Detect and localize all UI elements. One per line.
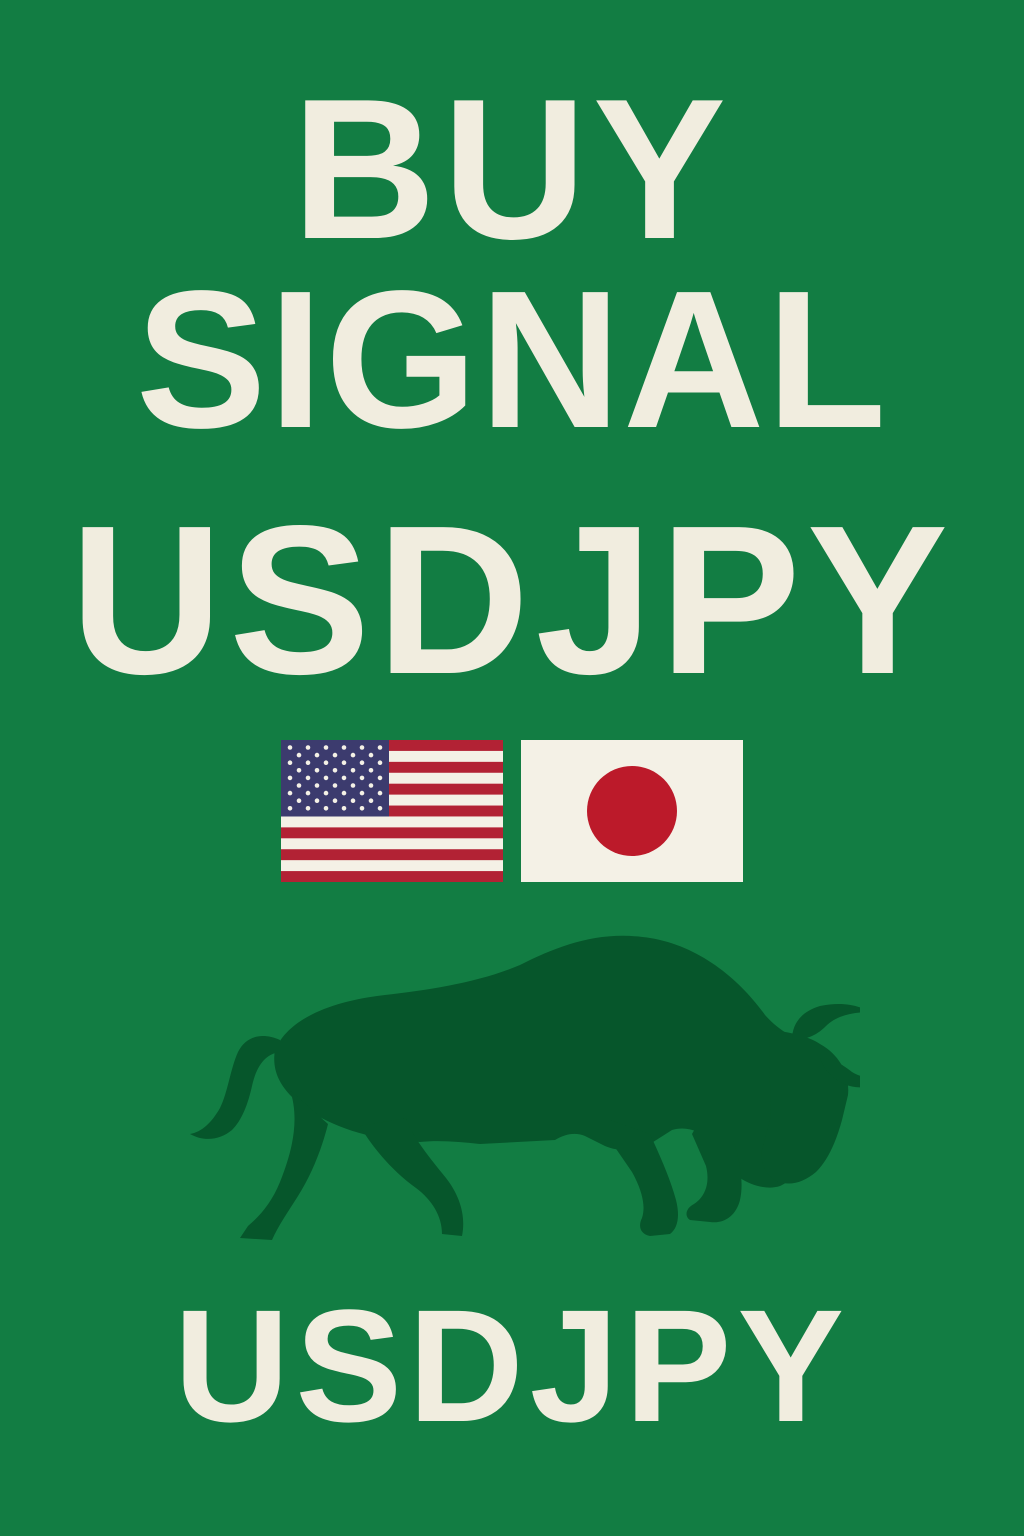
us-flag-star <box>377 790 383 796</box>
us-flag-stripe <box>281 805 503 817</box>
us-flag-star <box>323 775 329 781</box>
us-flag-star <box>296 798 302 803</box>
us-flag-star <box>305 760 311 765</box>
us-flag-star <box>368 752 374 758</box>
us-flag-stripe <box>281 871 503 882</box>
us-flag-star <box>350 798 356 803</box>
us-flag-star <box>323 806 329 811</box>
us-flag-star <box>332 752 338 758</box>
us-flag-star <box>296 783 302 788</box>
us-flag-stripe <box>281 783 503 795</box>
us-flag-star <box>314 752 320 758</box>
us-flag-star <box>377 806 383 811</box>
us-flag-star <box>323 760 329 765</box>
us-flag-star <box>323 745 329 750</box>
us-flag-star <box>377 775 383 781</box>
us-flag-star <box>377 760 383 765</box>
headline-buy: BUY <box>291 58 733 281</box>
us-flag-stripe <box>281 740 503 751</box>
us-flag-star <box>287 790 293 796</box>
us-flag-star <box>368 783 374 788</box>
us-flag-stripe <box>281 761 503 773</box>
us-flag-star <box>296 768 302 773</box>
footer-currency-pair: USDJPY <box>173 1276 851 1455</box>
us-flag-star <box>287 806 293 811</box>
us-flag-star <box>368 798 374 803</box>
us-flag-star <box>350 752 356 758</box>
us-flag-star <box>359 806 365 811</box>
us-flag-star <box>296 752 302 758</box>
us-flag-star <box>305 775 311 781</box>
us-flag-star <box>323 790 329 796</box>
currency-pair-title: USDJPY <box>69 481 955 718</box>
us-flag-star <box>341 806 347 811</box>
us-flag-icon <box>281 740 503 882</box>
us-flag-star <box>287 775 293 781</box>
us-flag-stripe <box>281 849 503 861</box>
headline-signal: SIGNAL <box>135 250 889 469</box>
us-flag-stripe <box>281 827 503 839</box>
us-flag-star <box>341 745 347 750</box>
flag-row <box>281 740 743 882</box>
us-flag-star <box>314 798 320 803</box>
us-flag-star <box>305 745 311 750</box>
us-flag-star <box>341 775 347 781</box>
us-flag-star <box>359 775 365 781</box>
us-flag-star <box>359 790 365 796</box>
us-flag-star <box>332 798 338 803</box>
us-flag-star <box>305 806 311 811</box>
bull-icon <box>190 935 860 1240</box>
us-flag-star <box>332 783 338 788</box>
us-flag-star <box>350 783 356 788</box>
us-flag-star <box>341 790 347 796</box>
us-flag-star <box>287 745 293 750</box>
us-flag-star <box>359 760 365 765</box>
us-flag-star <box>314 783 320 788</box>
us-flag-star <box>305 790 311 796</box>
us-flag-star <box>287 760 293 765</box>
us-flag-star <box>377 745 383 750</box>
us-flag-star <box>359 745 365 750</box>
japan-flag-icon <box>521 740 743 882</box>
us-flag-star <box>341 760 347 765</box>
us-flag-star <box>314 768 320 773</box>
us-flag-star <box>350 768 356 773</box>
us-flag-star <box>332 768 338 773</box>
us-flag-star <box>368 768 374 773</box>
